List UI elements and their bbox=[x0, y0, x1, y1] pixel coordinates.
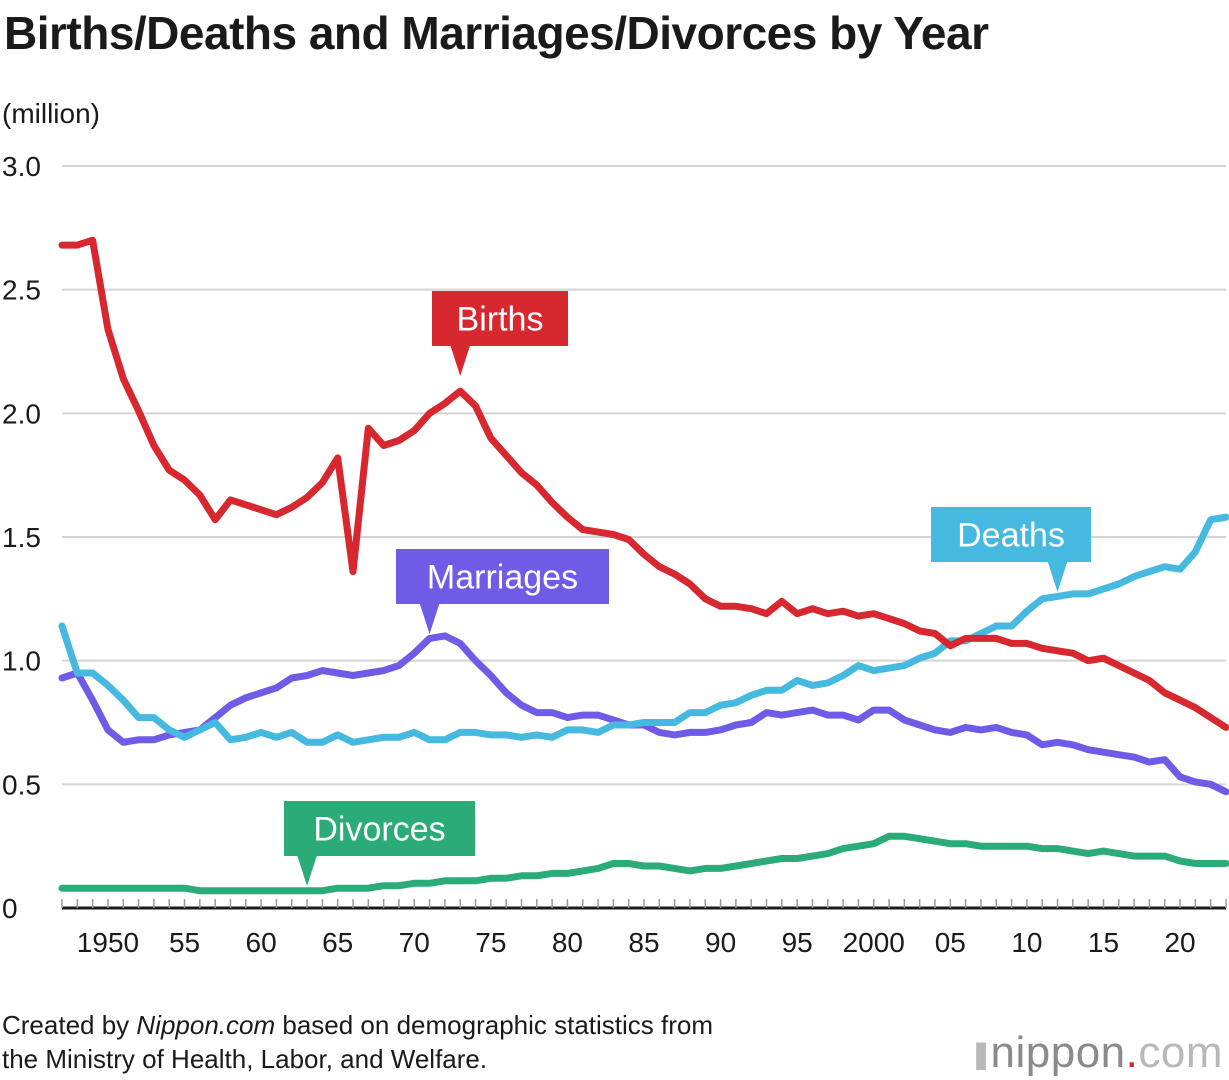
x-tick-label: 60 bbox=[246, 927, 277, 958]
x-tick-label: 10 bbox=[1011, 927, 1042, 958]
callout-label-births: Births bbox=[457, 301, 544, 339]
y-axis-unit-label: (million) bbox=[2, 98, 100, 129]
source-note: Created by Nippon.com based on demograph… bbox=[2, 1008, 713, 1076]
x-tick-label: 80 bbox=[552, 927, 583, 958]
x-tick-label: 20 bbox=[1164, 927, 1195, 958]
callout-label-marriages: Marriages bbox=[427, 559, 578, 597]
x-tick-label: 65 bbox=[322, 927, 353, 958]
source-line-2: the Ministry of Health, Labor, and Welfa… bbox=[2, 1044, 488, 1074]
x-tick-label: 15 bbox=[1088, 927, 1119, 958]
x-tick-label: 90 bbox=[705, 927, 736, 958]
series-line-marriages bbox=[58, 632, 1229, 796]
x-tick-label: 95 bbox=[782, 927, 813, 958]
line-chart: 0 0.5 1.0 1.5 2.0 2.5 3.0 1950 55 60 65 70 75 80 85 90 9… bbox=[2, 151, 1229, 958]
callout-box-births bbox=[432, 291, 568, 346]
series-line-deaths bbox=[58, 513, 1229, 746]
y-tick-label: 2.5 bbox=[2, 275, 41, 306]
x-tick-label: 2000 bbox=[843, 927, 905, 958]
x-tick-label: 75 bbox=[475, 927, 506, 958]
source-suffix: based on demographic statistics from bbox=[275, 1010, 714, 1040]
x-tick-label: 55 bbox=[169, 927, 200, 958]
series-line-divorces bbox=[58, 832, 1229, 895]
y-tick-label: 2.0 bbox=[2, 398, 41, 429]
callout-pointer-divorces bbox=[297, 855, 318, 886]
x-tick-label: 70 bbox=[399, 927, 430, 958]
callout-box-marriages bbox=[396, 549, 609, 604]
logo-bars-icon: ||||| bbox=[973, 1038, 989, 1072]
callout-label-deaths: Deaths bbox=[957, 517, 1065, 555]
y-tick-label: 0 bbox=[2, 893, 18, 924]
nippon-logo: ||||| nippon.com bbox=[973, 1028, 1223, 1077]
source-brand: Nippon.com bbox=[136, 1010, 276, 1040]
callout-pointer-births bbox=[450, 345, 471, 376]
y-tick-label: 1.5 bbox=[2, 522, 41, 553]
callout-pointer-marriages bbox=[419, 603, 440, 634]
chart-title: Births/Deaths and Marriages/Divorces by … bbox=[4, 7, 989, 59]
source-prefix: Created by bbox=[2, 1010, 137, 1040]
x-tick-label: 1950 bbox=[77, 927, 139, 958]
x-tick-label: 85 bbox=[628, 927, 659, 958]
callout-pointer-deaths bbox=[1047, 561, 1068, 592]
callout-box-divorces bbox=[284, 801, 475, 856]
y-tick-label: 3.0 bbox=[2, 151, 41, 182]
y-tick-label: 0.5 bbox=[2, 769, 41, 800]
y-tick-label: 1.0 bbox=[2, 646, 41, 677]
series-line-births bbox=[58, 236, 1229, 731]
callout-label-divorces: Divorces bbox=[313, 811, 445, 849]
callout-box-deaths bbox=[931, 507, 1091, 562]
x-tick-label: 05 bbox=[935, 927, 966, 958]
